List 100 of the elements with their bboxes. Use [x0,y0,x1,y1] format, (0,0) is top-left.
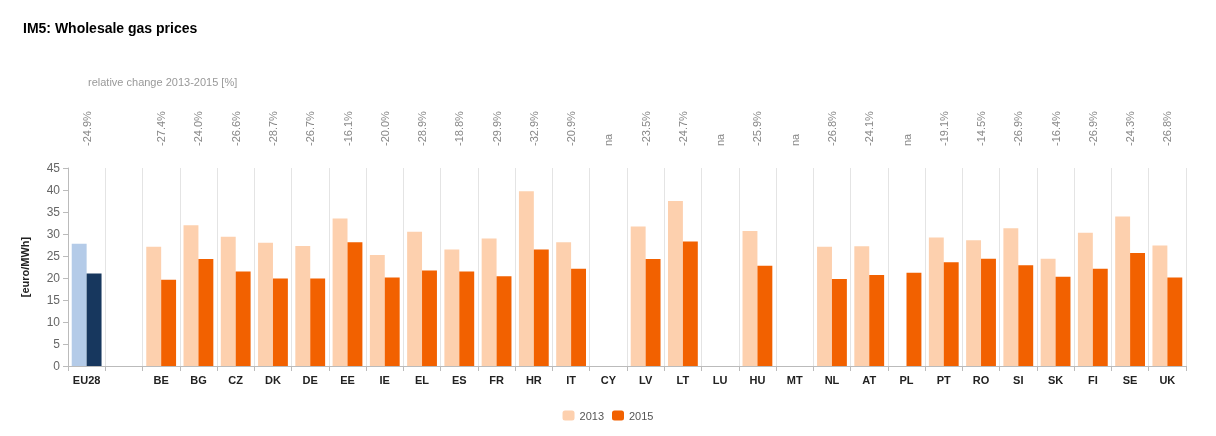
bar [220,236,236,366]
text: -26.6% [229,110,242,146]
x-tick-label: HR [525,373,542,386]
y-tick-label: 40 [46,183,61,197]
text: -24.0% [192,110,205,146]
bar [146,246,162,366]
y-tick-label: 25 [46,249,61,263]
chart-title: IM5: Wholesale gas prices [23,20,198,36]
x-tick-label: RO [972,373,990,386]
bar [943,262,959,366]
bar [667,201,683,366]
text: -28.7% [266,110,279,146]
bar [1152,245,1168,366]
bar [645,259,661,366]
x-tick-label: AT [862,373,877,386]
text: -26.9% [1012,110,1025,146]
bar [518,191,534,366]
x-tick-label: MT [786,373,803,386]
y-tick-label: 30 [46,227,61,241]
x-tick-label: DE [302,373,318,386]
bar [86,273,102,366]
x-tick-label: BG [190,373,207,386]
x-tick-label: FI [1087,373,1098,386]
text: na [714,132,727,146]
x-tick-label: IT [566,373,577,386]
y-tick-label: 15 [46,293,61,307]
bar [1055,276,1071,366]
bar [571,268,587,366]
text: -26.8% [1161,110,1174,146]
text: -20.0% [378,110,391,146]
bar [817,246,832,366]
text: -25.9% [751,110,764,146]
bar [1115,216,1131,366]
bar [183,225,199,366]
y-axis-title: [euro/MWh] [18,236,31,298]
bar [533,249,549,366]
bar [332,218,348,366]
x-tick-label: EU28 [72,373,101,386]
text: -14.5% [975,110,988,146]
x-tick-label: CZ [228,373,244,386]
x-tick-label: IE [379,373,390,386]
text: -20.9% [565,110,578,146]
bar [854,246,870,366]
x-tick-label: SI [1013,373,1024,386]
text: -18.8% [453,110,466,146]
legend-label: 2013 [579,409,605,422]
text: -26.7% [304,110,317,146]
bar [235,271,251,366]
bar [295,245,311,366]
bar [1077,232,1093,366]
x-tick-label: BE [153,373,169,386]
text: na [788,132,801,146]
bar [481,238,497,366]
bar [682,241,698,366]
bar [757,265,773,366]
bar [272,278,288,366]
text: -23.5% [639,110,652,146]
bar [1018,265,1034,366]
text: -26.9% [1086,110,1099,146]
x-tick-label: SK [1047,373,1064,386]
bar [71,243,87,366]
bar [347,242,363,366]
y-tick-label: 5 [53,337,61,351]
text: na [900,132,913,146]
text: -16.1% [341,110,354,146]
x-tick-label: UK [1159,373,1176,386]
bar [161,279,177,366]
text: -32.9% [527,110,540,146]
bar [369,255,385,366]
text: na [602,132,615,146]
bar [1003,228,1019,366]
x-tick-label: PL [899,373,914,386]
text: -24.7% [676,110,689,146]
bar [869,274,885,366]
bar [384,277,400,366]
x-tick-label: PT [936,373,952,386]
bar [422,270,437,366]
legend-label: 2015 [629,409,654,422]
y-tick-label: 0 [53,359,61,373]
text: -24.9% [80,110,93,146]
x-tick-label: SE [1122,373,1138,386]
x-tick-label: NL [824,373,840,386]
text: relative change 2013-2015 [%] [88,75,238,88]
text: -19.1% [937,110,950,146]
bar [496,276,512,366]
bar [1040,258,1056,366]
bar [310,278,326,366]
bar [742,230,758,366]
bar [459,271,475,366]
text: -16.4% [1049,110,1062,146]
y-tick-label: 35 [46,205,61,219]
bar [906,272,922,366]
text: -24.1% [863,110,876,146]
x-tick-label: HU [749,373,766,386]
bar [407,231,423,366]
bar [198,259,214,366]
bar [981,258,996,366]
bar [1092,268,1108,366]
bar [556,242,572,366]
y-tick-label: 45 [46,161,61,175]
